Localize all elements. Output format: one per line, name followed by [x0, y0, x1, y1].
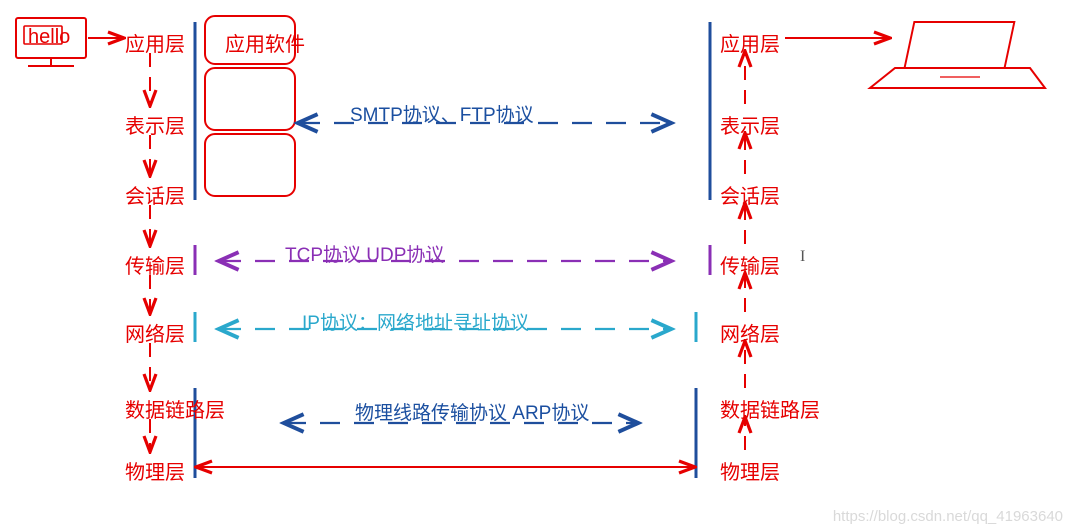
- right-layer-r-link: 数据链路层: [720, 394, 820, 423]
- monitor-text: hello: [28, 26, 70, 49]
- right-layer-r-phy: 物理层: [720, 456, 780, 485]
- protocol-p-tcp: TCP协议 UDP协议: [285, 240, 444, 267]
- app-software-label: 应用软件: [225, 28, 305, 57]
- left-layer-l-phy: 物理层: [125, 456, 185, 485]
- left-layer-l-app: 应用层: [125, 28, 185, 57]
- right-layer-r-pres: 表示层: [720, 110, 780, 139]
- left-layer-l-link: 数据链路层: [125, 394, 225, 423]
- left-layer-l-tran: 传输层: [125, 250, 185, 279]
- left-layer-l-sess: 会话层: [125, 180, 185, 209]
- right-layer-r-app: 应用层: [720, 28, 780, 57]
- protocol-p-smtp: SMTP协议、FTP协议: [350, 100, 534, 127]
- text-cursor-icon: I: [800, 248, 805, 266]
- watermark-text: https://blog.csdn.net/qq_41963640: [833, 508, 1063, 525]
- protocol-p-arp: 物理线路传输协议 ARP协议: [355, 398, 589, 425]
- left-layer-l-net: 网络层: [125, 318, 185, 347]
- protocol-p-ip: IP协议：网络地址寻址协议: [302, 308, 529, 335]
- right-layer-r-tran: 传输层: [720, 250, 780, 279]
- right-layer-r-sess: 会话层: [720, 180, 780, 209]
- right-layer-r-net: 网络层: [720, 318, 780, 347]
- left-layer-l-pres: 表示层: [125, 110, 185, 139]
- receiver-laptop-icon: [870, 22, 1045, 88]
